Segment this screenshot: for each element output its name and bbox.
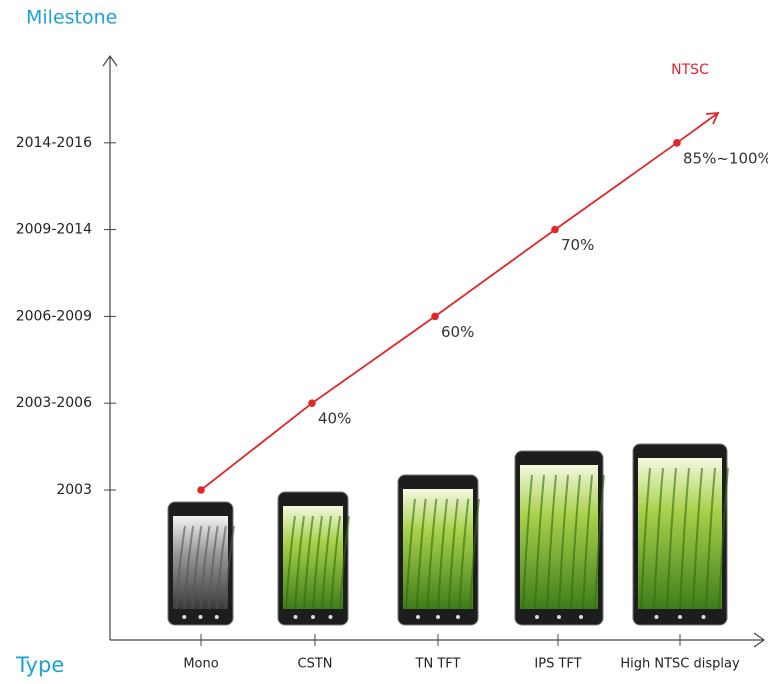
grass-blade (426, 498, 438, 610)
grass-blade (312, 515, 323, 610)
grass-blade (321, 515, 332, 610)
phone-button (416, 615, 420, 619)
grass-blade (705, 467, 716, 610)
grass-blade (458, 498, 470, 610)
y-tick-label: 2003-2006 (16, 395, 92, 411)
x-tick-label: Mono (183, 657, 218, 672)
grass-blade (285, 515, 296, 610)
x-tick-label: High NTSC display (620, 657, 740, 672)
phone-button (579, 615, 583, 619)
data-point (197, 486, 205, 494)
grass-blade (215, 525, 227, 610)
grass-blade (666, 467, 677, 610)
y-tick-label: 2009-2014 (16, 222, 92, 238)
data-label: 85%~100% (683, 149, 768, 167)
grass-blade (199, 525, 211, 610)
grass-blade (679, 467, 690, 610)
x-axis (110, 632, 766, 648)
phone-button (535, 615, 539, 619)
data-point (673, 139, 681, 147)
phone-button (328, 615, 333, 619)
grass-blade (437, 498, 448, 610)
grass-blade (405, 498, 416, 610)
grass-blade (447, 498, 459, 610)
phone-button (456, 615, 460, 619)
data-label: 70% (561, 236, 594, 254)
grass-blade (175, 525, 186, 610)
phone-button (436, 615, 440, 619)
phone-button (182, 615, 187, 619)
grass-blade (207, 525, 219, 610)
data-point (431, 312, 439, 321)
grass-blade (224, 525, 235, 610)
x-axis-title: Type (15, 653, 64, 677)
data-point (308, 399, 316, 408)
phone-button (654, 615, 659, 619)
phone-button (293, 615, 298, 619)
grass-blade (522, 474, 533, 610)
phone-illustration (632, 443, 729, 626)
grass-blade (558, 474, 569, 610)
phone-button (557, 615, 561, 619)
phone-illustration (397, 474, 480, 626)
grass-blade (415, 498, 427, 610)
y-axis (102, 54, 118, 640)
y-axis-title: Milestone (26, 7, 117, 29)
grass-blade (653, 467, 664, 610)
series-line (200, 142, 678, 491)
grass-blade (570, 474, 581, 610)
data-label: 60% (441, 323, 474, 341)
grass-blade (183, 525, 195, 610)
grass-blade (594, 474, 605, 610)
phone-button (701, 615, 706, 619)
grass-blade (330, 515, 341, 610)
phone-illustration (514, 450, 605, 626)
grass-blade (640, 467, 651, 610)
x-tick-label: CSTN (298, 657, 333, 672)
data-label: 40% (318, 410, 351, 428)
grass-blade (294, 515, 305, 610)
series-arrow (676, 111, 720, 144)
grass-blade (303, 515, 314, 610)
x-tick-label: IPS TFT (534, 657, 581, 672)
phone-button (198, 615, 203, 619)
grass-blade (546, 474, 557, 610)
grass-blade (582, 474, 593, 610)
phone-button (311, 615, 315, 619)
phone-illustration (277, 491, 350, 626)
grass-blade (191, 525, 203, 610)
phone-illustration (167, 501, 235, 626)
y-tick-label: 2006-2009 (16, 308, 92, 324)
legend-label: NTSC (671, 62, 709, 78)
phone-button (678, 615, 682, 619)
data-point (551, 225, 559, 234)
phone-button (214, 615, 219, 619)
y-tick-label: 2003 (56, 482, 92, 498)
x-tick-label: TN TFT (415, 657, 461, 672)
grass-blade (339, 515, 350, 610)
grass-blade (534, 474, 545, 610)
y-tick-label: 2014-2016 (16, 135, 92, 151)
grass-blade (469, 498, 480, 610)
grass-blade (718, 467, 729, 610)
grass-blade (692, 467, 703, 610)
